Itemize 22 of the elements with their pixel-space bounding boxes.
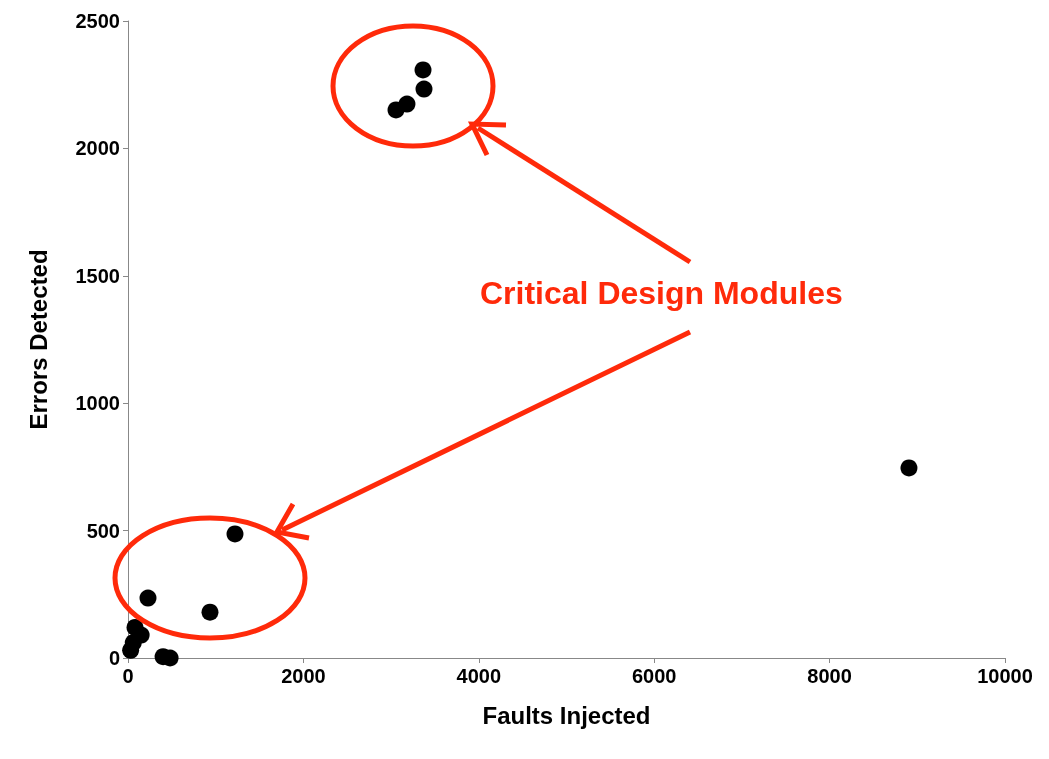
x-tick-label: 10000 — [977, 665, 1033, 687]
point — [398, 95, 416, 113]
x-axis-title: Faults Injected — [482, 701, 651, 729]
x-tick-label: 8000 — [807, 665, 852, 687]
y-axis-title: Errors Detected — [24, 249, 52, 430]
y-tick-label: 0 — [108, 647, 120, 669]
y-tick-label: 2500 — [75, 10, 120, 32]
x-tick-label: 0 — [122, 665, 134, 687]
point — [414, 61, 432, 79]
y-tick-label: 1000 — [75, 392, 120, 415]
point — [415, 80, 433, 98]
x-tick-label: 2000 — [281, 665, 326, 687]
point — [226, 525, 244, 543]
y-tick-label: 500 — [86, 519, 120, 542]
point — [201, 603, 219, 621]
point — [900, 459, 918, 477]
x-tick-label: 4000 — [456, 665, 502, 687]
annotation: Critical Design Modules — [480, 275, 843, 312]
point — [139, 589, 157, 607]
x-tick-label: 6000 — [631, 665, 677, 687]
y-tick-label: 1500 — [75, 264, 120, 287]
y-tick-label: 2000 — [75, 137, 120, 160]
